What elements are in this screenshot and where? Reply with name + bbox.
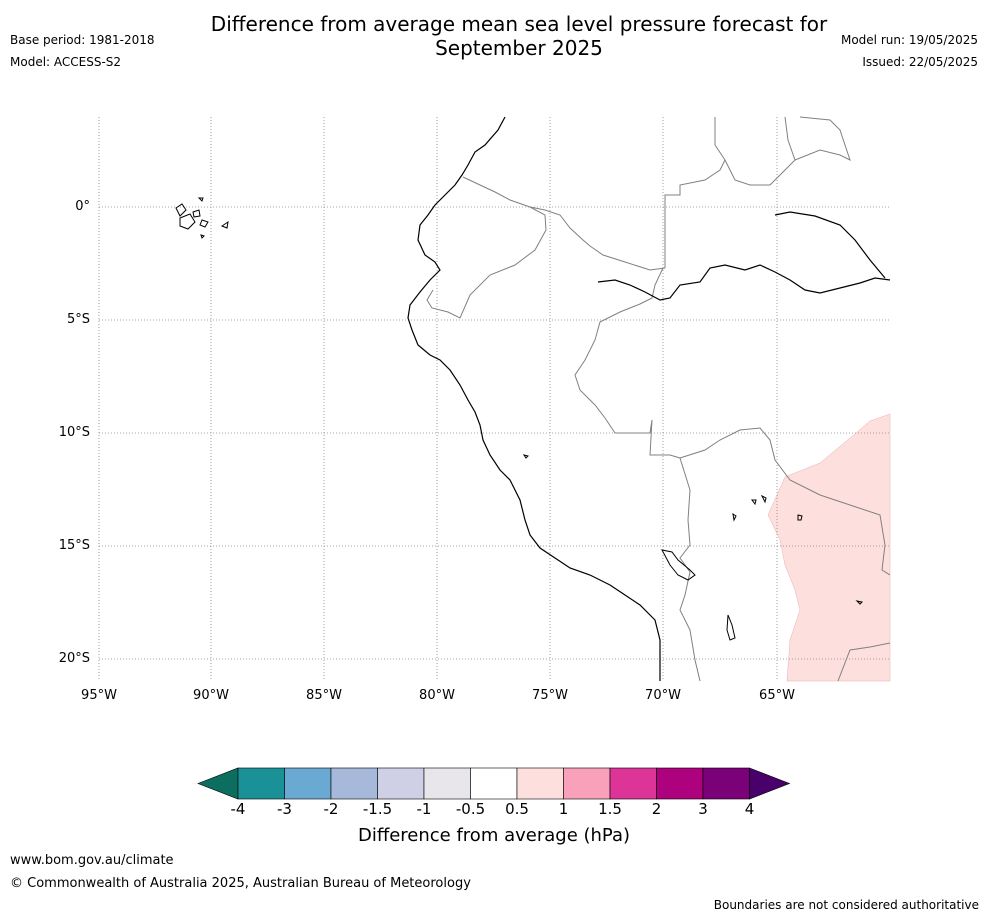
colorbar-extend-low (197, 767, 239, 800)
colorbar-tick-label: -4 (230, 800, 246, 818)
colorbar-tick-label: -0.5 (455, 800, 486, 818)
islands (175, 197, 864, 641)
anomaly-region-pink (767, 413, 891, 682)
base-period: Base period: 1981-2018 (10, 33, 155, 47)
colorbar-swatch (702, 767, 750, 800)
colorbar-tick-label: 4 (744, 800, 755, 818)
lon-label-85w: 85°W (306, 688, 342, 703)
lon-label-80w: 80°W (419, 688, 455, 703)
gridlines (98, 117, 890, 681)
lat-label-0: 0° (75, 199, 90, 214)
lon-label-65w: 65°W (759, 688, 795, 703)
colorbar-tick-label: 1 (558, 800, 569, 818)
website-link[interactable]: www.bom.gov.au/climate (10, 853, 174, 868)
meta-left: Base period: 1981-2018 Model: ACCESS-S2 (10, 29, 155, 73)
lon-label-95w: 95°W (81, 688, 117, 703)
coastline (407, 116, 891, 681)
lat-label-15s: 15°S (58, 538, 90, 553)
title-line-1: Difference from average mean sea level p… (210, 12, 828, 36)
colorbar-tick-label: -1.5 (362, 800, 393, 818)
colorbar-tick-label: 3 (698, 800, 708, 818)
chart-title: Difference from average mean sea level p… (0, 12, 988, 60)
model-name: Model: ACCESS-S2 (10, 55, 122, 69)
colorbar-swatch (563, 767, 611, 800)
lat-label-10s: 10°S (58, 425, 90, 440)
colorbar-tick-label: -3 (277, 800, 292, 818)
model-run: Model run: 19/05/2025 (840, 33, 978, 47)
colorbar-swatch (423, 767, 471, 800)
colorbar-swatch (516, 767, 564, 800)
colorbar-title: Difference from average (hPa) (357, 825, 631, 846)
lon-label-90w: 90°W (193, 688, 229, 703)
colorbar-swatch (284, 767, 332, 800)
lat-label-20s: 20°S (58, 651, 90, 666)
meta-right: Model run: 19/05/2025 Issued: 22/05/2025 (841, 29, 978, 73)
issued-date: Issued: 22/05/2025 (862, 55, 978, 69)
colorbar-swatch (470, 767, 518, 800)
colorbar-swatch (609, 767, 657, 800)
title-line-2: September 2025 (435, 36, 603, 60)
lon-label-75w: 75°W (532, 688, 568, 703)
colorbar (197, 767, 791, 800)
colorbar-tick-label: -2 (323, 800, 339, 818)
colorbar-swatch (330, 767, 378, 800)
map (98, 116, 891, 682)
colorbar-extend-high (749, 767, 791, 800)
country-borders (426, 116, 891, 682)
colorbar-swatch (656, 767, 704, 800)
colorbar-swatch (237, 767, 285, 800)
disclaimer: Boundaries are not considered authoritat… (713, 898, 979, 912)
colorbar-tick-label: 2 (651, 800, 662, 818)
colorbar-tick-label: 1.5 (598, 800, 622, 818)
colorbar-swatch (377, 767, 425, 800)
lat-label-5s: 5°S (66, 312, 90, 327)
copyright: © Commonwealth of Australia 2025, Austra… (10, 876, 471, 891)
colorbar-tick-label: -1 (416, 800, 432, 818)
colorbar-tick-label: 0.5 (505, 800, 529, 818)
lon-label-70w: 70°W (645, 688, 681, 703)
